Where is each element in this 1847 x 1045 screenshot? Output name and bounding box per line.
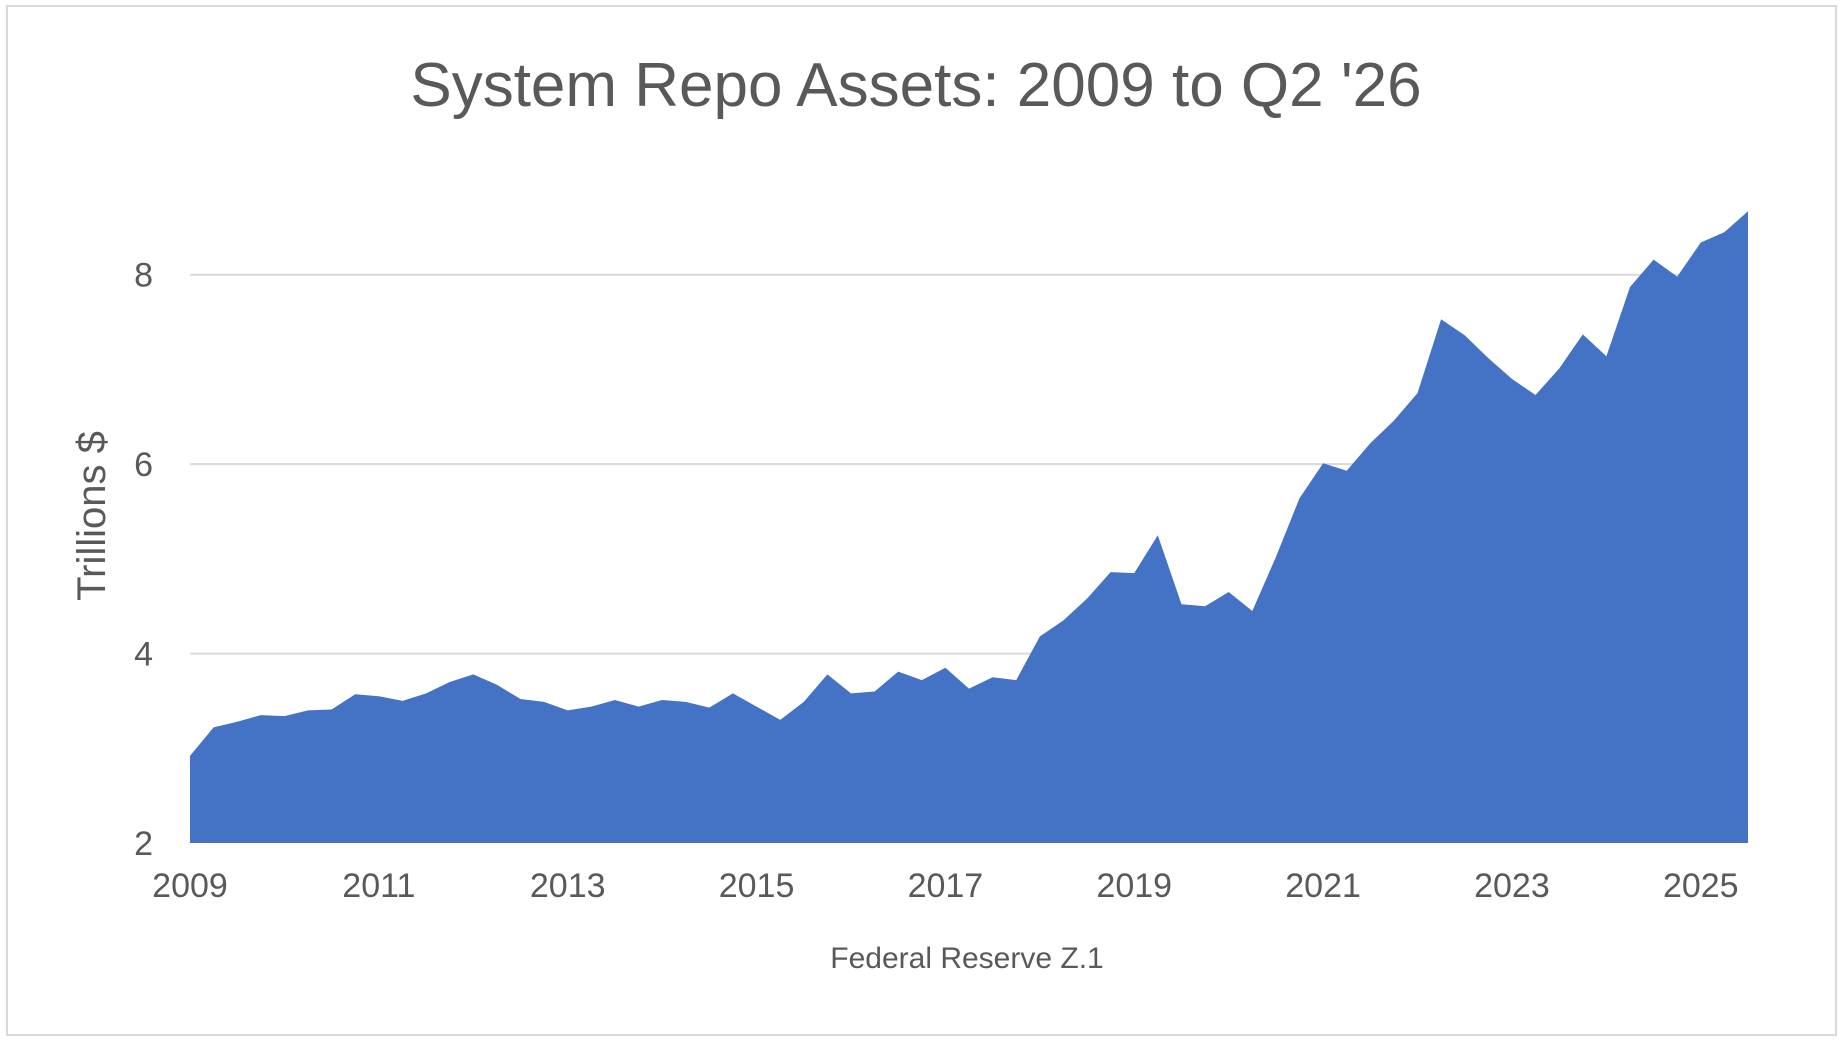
x-tick-label: 2019 <box>1096 867 1172 905</box>
y-axis-title: Trillions $ <box>70 431 114 601</box>
x-axis-ticks: 2009 2011 2013 2015 2017 2019 2021 2023 2025 <box>152 867 1738 905</box>
y-tick-label: 8 <box>134 257 153 295</box>
x-tick-label: 2015 <box>719 867 795 905</box>
area-layer <box>190 211 1748 844</box>
x-tick-label: 2013 <box>530 867 606 905</box>
chart-title: System Repo Assets: 2009 to Q2 '26 <box>410 51 1421 120</box>
x-tick-label: 2017 <box>908 867 984 905</box>
x-tick-label: 2025 <box>1663 867 1739 905</box>
series-area <box>190 211 1748 844</box>
y-tick-label: 6 <box>134 446 153 484</box>
y-tick-label: 4 <box>134 636 153 674</box>
x-tick-label: 2009 <box>152 867 228 905</box>
y-tick-label: 2 <box>134 825 153 863</box>
x-axis-title: Federal Reserve Z.1 <box>830 942 1103 975</box>
x-tick-label: 2011 <box>342 867 415 905</box>
x-tick-label: 2021 <box>1285 867 1361 905</box>
x-tick-label: 2023 <box>1474 867 1550 905</box>
y-axis-ticks: 2 4 6 8 <box>134 257 153 863</box>
